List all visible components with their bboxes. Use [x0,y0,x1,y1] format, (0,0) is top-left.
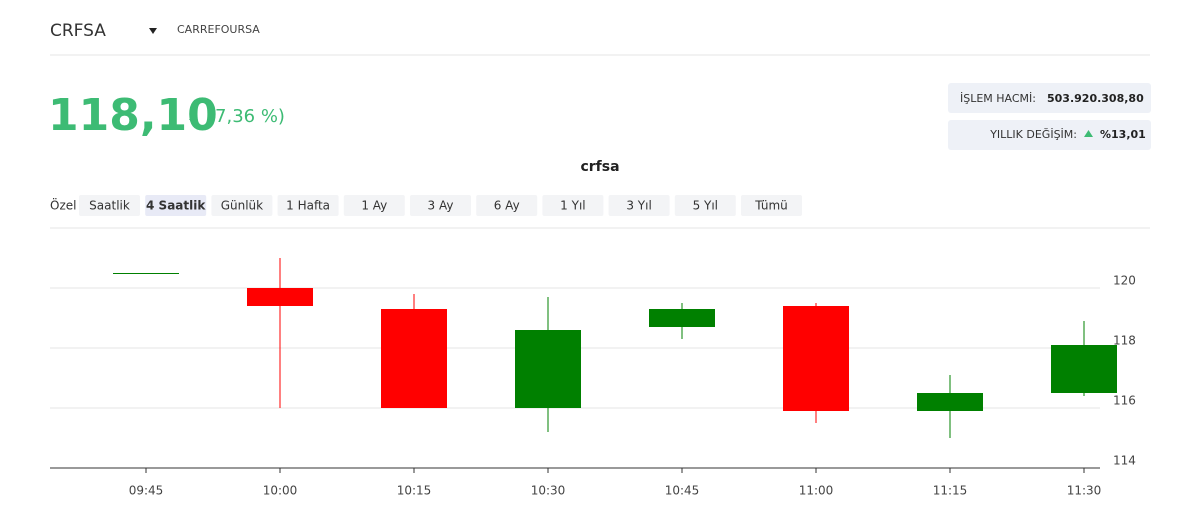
x-tick-label: 10:15 [397,484,432,498]
volume-label: İŞLEM HACMİ: [960,92,1036,105]
price-change: (7,36 %) [208,106,285,127]
range-tab[interactable] [277,195,339,216]
range-tab-label[interactable]: 1 Yıl [560,199,585,213]
up-icon [1084,130,1093,137]
yearly-label: YILLIK DEĞİŞİM: [989,128,1077,141]
range-tabs: Saatlik 4 Saatlik Günlük 1 Hafta 1 Ay 3 Ay 6 A… [79,195,802,216]
range-tab-label[interactable]: 3 Ay [428,199,454,213]
range-tab[interactable] [211,195,273,216]
yearly-value: %13,01 [1100,128,1146,141]
y-tick-label: 120 [1113,274,1136,288]
y-tick-label: 114 [1113,454,1136,468]
x-tick-label: 09:45 [129,484,164,498]
candle-body [247,288,313,306]
range-tab-label[interactable]: 6 Ay [494,199,520,213]
range-label: Özel [50,197,76,213]
y-tick-label: 116 [1113,394,1136,408]
range-tab[interactable] [741,195,802,216]
candle-body [515,330,581,408]
range-tab[interactable] [145,195,207,216]
range-tab[interactable] [79,195,140,216]
candle-body [783,306,849,411]
range-tab[interactable] [343,195,405,216]
dropdown-caret[interactable] [149,28,157,34]
x-tick-label: 11:30 [1067,484,1102,498]
x-tick-label: 10:45 [665,484,700,498]
yearly-box [948,120,1151,150]
x-tick-label: 10:00 [263,484,298,498]
candle-body [381,309,447,408]
range-tab-label[interactable]: Tümü [754,199,788,213]
candle-body [649,309,715,327]
plot: 114 116 118 120 09:45 10:00 10:15 10:30 10:45 11:… [50,258,1136,498]
range-tab[interactable] [542,195,604,216]
range-tab-label[interactable]: Saatlik [89,199,130,213]
range-tab-label[interactable]: 1 Hafta [286,199,330,213]
x-tick-label: 11:15 [933,484,968,498]
chart-title: crfsa [580,159,619,175]
candle-body [1051,345,1117,393]
range-tab-label[interactable]: 3 Yıl [626,199,651,213]
y-tick-label: 118 [1113,334,1136,348]
price: 118,10 [48,90,218,141]
up-icon [189,113,198,120]
volume-box [948,83,1151,113]
range-tab[interactable] [476,195,538,216]
range-tab[interactable] [674,195,736,216]
x-tick-label: 11:00 [799,484,834,498]
symbol: CRFSA [50,21,106,41]
range-tab-label[interactable]: 1 Ay [361,199,387,213]
range-tab-label[interactable]: Günlük [221,199,263,213]
x-tick-label: 10:30 [531,484,566,498]
range-tab-label[interactable]: 4 Saatlik [146,199,206,213]
range-tab-label[interactable]: 5 Yıl [693,199,718,213]
candle-body [917,393,983,411]
range-tab[interactable] [608,195,670,216]
candle-body [113,273,179,274]
volume-value: 503.920.308,80 [1047,92,1144,105]
company-name: CARREFOURSA [177,23,260,36]
range-tab[interactable] [410,195,471,216]
